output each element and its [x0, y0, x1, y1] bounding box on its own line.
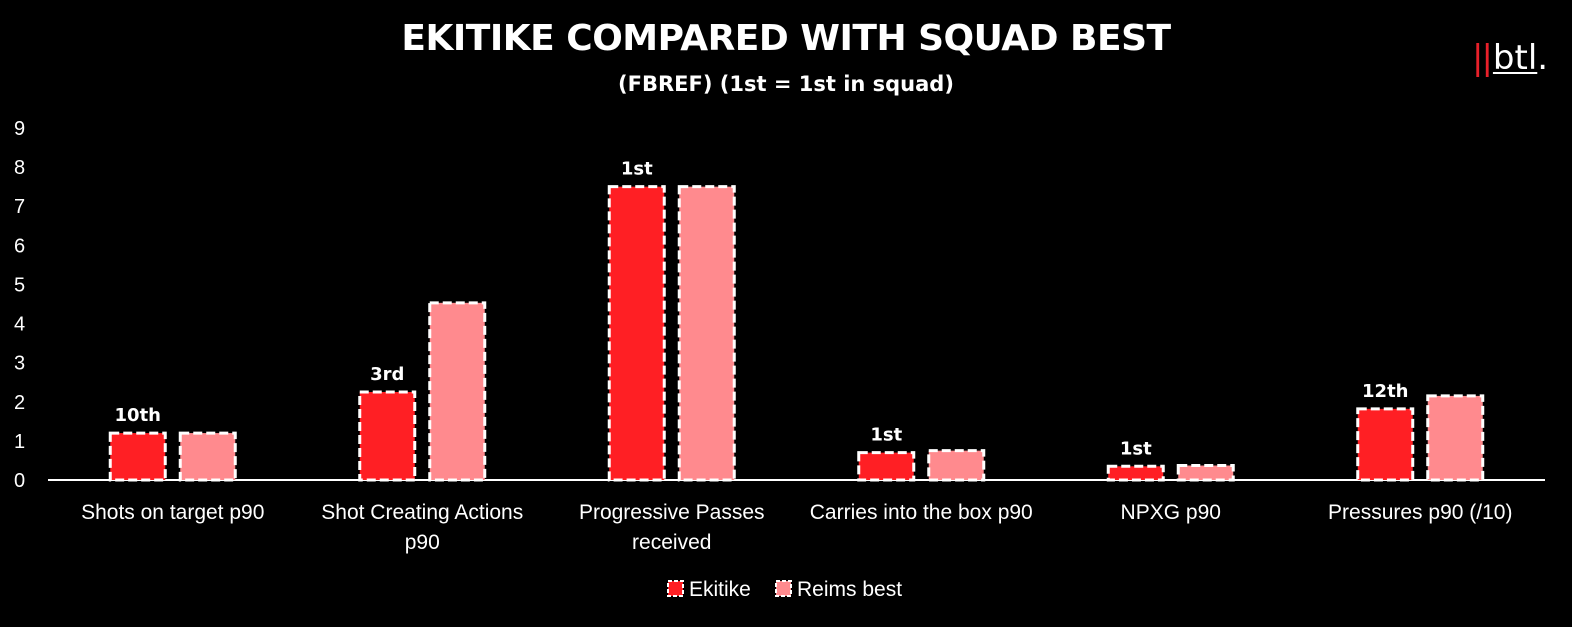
rank-label: 1st	[1120, 438, 1152, 459]
y-tick-label: 3	[14, 353, 25, 375]
bar-ekitike	[108, 431, 167, 482]
logo-bars: ||	[1472, 38, 1493, 78]
rank-label: 3rd	[370, 364, 404, 385]
bar-ekitike	[857, 451, 916, 482]
y-tick-label: 2	[14, 392, 25, 414]
rank-label: 1st	[870, 425, 902, 446]
bar-reims-best	[178, 431, 237, 482]
bar-reims-best	[1426, 394, 1485, 482]
y-tick-label: 9	[14, 118, 25, 140]
x-category-label: Progressive Passes	[579, 501, 765, 524]
bar-reims-best	[677, 185, 736, 482]
logo-word: btl	[1492, 38, 1538, 78]
bar-ekitike	[1106, 464, 1165, 482]
legend-swatch	[775, 580, 792, 597]
bar-reims-best	[927, 449, 986, 482]
x-category-label: Shots on target p90	[81, 501, 264, 524]
x-category-label: Shot Creating Actions	[321, 501, 523, 524]
x-category-label: p90	[405, 531, 440, 554]
chart-subtitle: (FBREF) (1st = 1st in squad)	[618, 72, 954, 96]
x-category-label: Carries into the box p90	[810, 501, 1033, 524]
y-tick-label: 0	[14, 470, 25, 492]
bar-reims-best	[428, 301, 487, 482]
bar-ekitike	[607, 185, 666, 482]
y-tick-label: 6	[14, 235, 25, 257]
x-category-label: NPXG p90	[1121, 501, 1221, 524]
legend-label: Reims best	[797, 578, 902, 601]
x-category-label: Pressures p90 (/10)	[1328, 501, 1512, 524]
bar-ekitike	[358, 390, 417, 482]
bar-ekitike	[1356, 407, 1415, 482]
y-tick-label: 8	[14, 157, 25, 179]
rank-label: 12th	[1362, 381, 1408, 402]
y-tick-label: 1	[14, 431, 25, 453]
y-tick-label: 7	[14, 196, 25, 218]
rank-label: 10th	[115, 405, 161, 426]
legend-swatch	[667, 580, 684, 597]
bar-reims-best	[1176, 464, 1235, 482]
x-category-label: received	[632, 531, 711, 554]
logo-dot: .	[1537, 38, 1549, 78]
chart-title: EKITIKE COMPARED WITH SQUAD BEST	[401, 18, 1171, 59]
y-tick-label: 4	[14, 314, 25, 336]
btl-logo: ||btl.	[1472, 38, 1548, 78]
legend-label: Ekitike	[689, 578, 751, 601]
rank-label: 1st	[621, 159, 653, 180]
y-tick-label: 5	[14, 274, 25, 296]
